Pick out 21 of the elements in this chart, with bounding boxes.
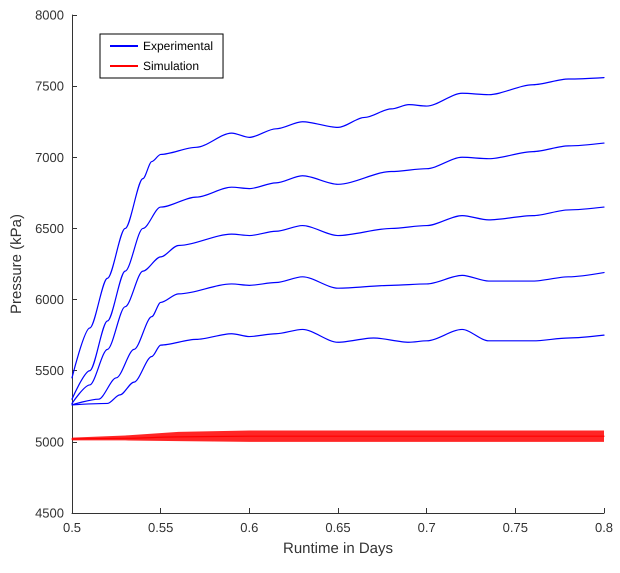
x-tick-label: 0.5 — [62, 520, 82, 535]
y-tick-label: 4500 — [35, 506, 64, 520]
y-tick-label: 7500 — [35, 78, 64, 94]
y-tick-label: 5500 — [35, 363, 64, 378]
legend-label: Experimental — [143, 39, 214, 53]
x-tick-label: 0.55 — [148, 520, 174, 535]
x-tick-label: 0.65 — [325, 520, 351, 535]
y-axis-title: Pressure (kPa) — [8, 214, 26, 314]
legend-label: Simulation — [143, 59, 200, 73]
y-tick-label: 8000 — [35, 8, 64, 22]
y-tick-label: 6000 — [35, 292, 64, 308]
y-tick-label: 6500 — [35, 220, 64, 236]
line-series — [71, 77, 605, 378]
x-tick-label: 0.6 — [240, 520, 258, 535]
x-tick-label: 0.7 — [418, 520, 436, 535]
x-tick-label: 0.75 — [502, 520, 528, 535]
x-axis-title: Runtime in Days — [282, 540, 394, 557]
y-tick-label: 7000 — [35, 150, 64, 165]
x-tick-label: 0.8 — [594, 520, 614, 535]
y-tick-label: 5000 — [35, 434, 64, 450]
line-series — [71, 142, 605, 400]
